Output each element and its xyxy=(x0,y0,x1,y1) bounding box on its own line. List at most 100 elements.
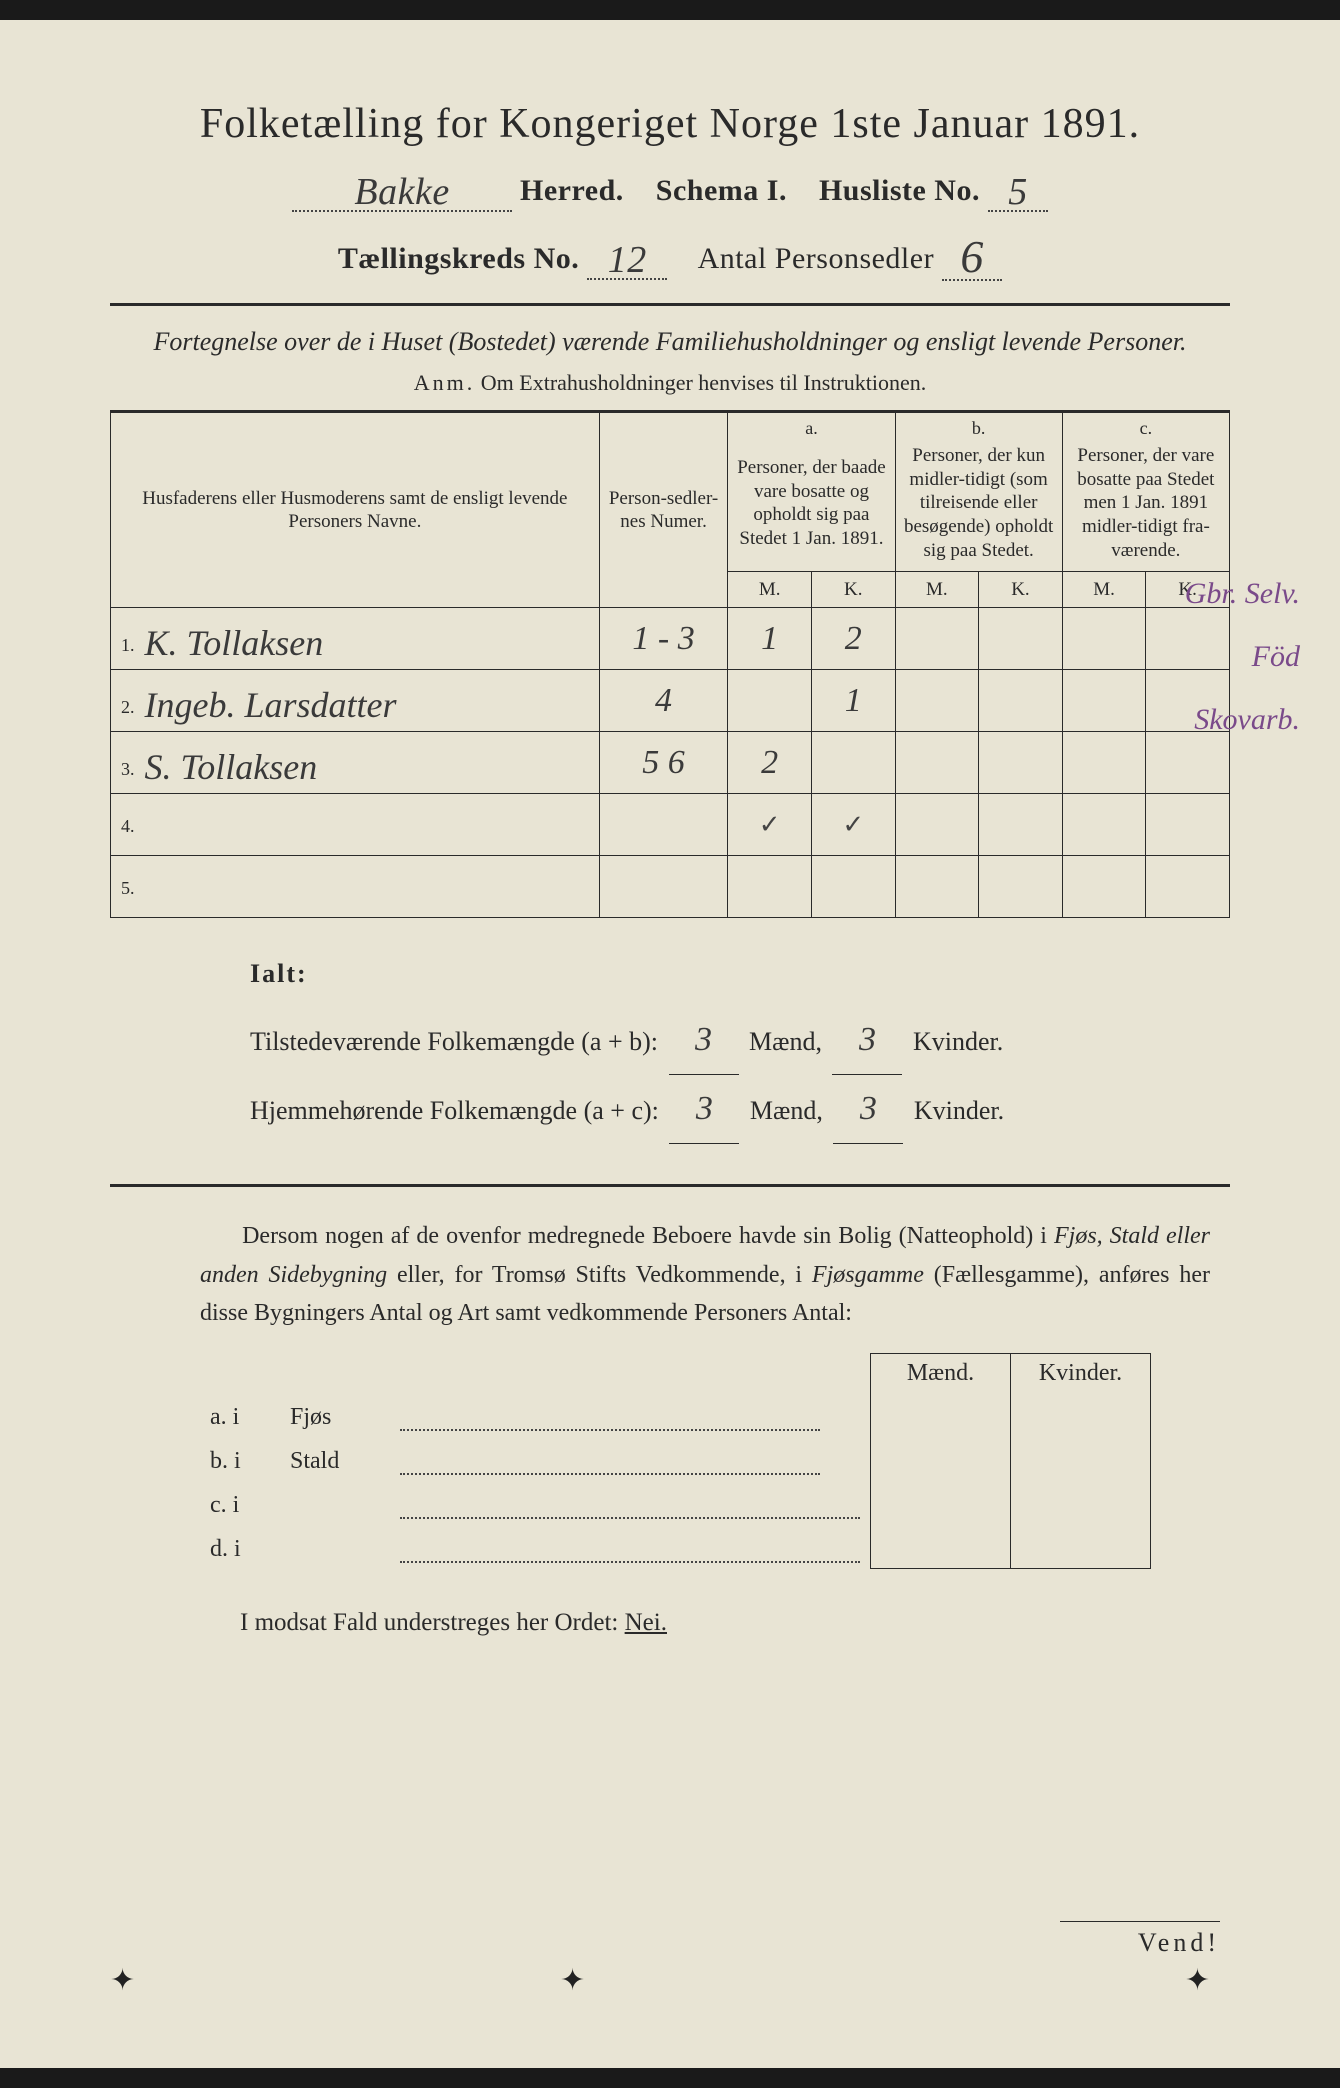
mark-dot: ✦ xyxy=(110,1963,135,1998)
divider xyxy=(110,303,1230,306)
herred-label: Herred. xyxy=(520,174,624,207)
row-bK xyxy=(979,670,1063,732)
building-row: a. i Fjøs xyxy=(200,1393,1151,1437)
row-bM xyxy=(895,794,979,856)
herred-value: Bakke xyxy=(354,170,449,214)
row-cM xyxy=(1062,856,1146,918)
schema-label: Schema I. xyxy=(656,174,787,207)
header-line-1: Bakke Herred. Schema I. Husliste No. 5 xyxy=(110,166,1230,212)
ialt-line-2: Hjemmehørende Folkemængde (a + c): 3 Mæn… xyxy=(250,1075,1230,1144)
ialt-label: Ialt: xyxy=(250,948,1230,1000)
kreds-label: Tællingskreds No. xyxy=(338,242,579,275)
kreds-value: 12 xyxy=(608,238,647,282)
row-name-cell: 3. S. Tollaksen xyxy=(111,732,600,794)
col-b-text: Personer, der kun midler-tidigt (som til… xyxy=(895,442,1062,571)
col-c-text: Personer, der vare bosatte paa Stedet me… xyxy=(1062,442,1229,571)
building-leader xyxy=(390,1393,871,1437)
buildings-kvinder-header: Kvinder. xyxy=(1011,1353,1151,1393)
row-name-cell: 1. K. Tollaksen xyxy=(111,608,600,670)
table-row: 5. xyxy=(111,856,1230,918)
col-a-m: M. xyxy=(728,571,812,608)
row-aK xyxy=(811,732,895,794)
paragraph: Dersom nogen af de ovenfor medregnede Be… xyxy=(200,1217,1210,1332)
table-row: 2. Ingeb. Larsdatter 4 1 xyxy=(111,670,1230,732)
subtitle: Fortegnelse over de i Huset (Bostedet) v… xyxy=(110,324,1230,360)
row-cK xyxy=(1146,732,1230,794)
row-aK xyxy=(811,856,895,918)
building-name: Fjøs xyxy=(280,1393,390,1437)
nei-pre: I modsat Fald understreges her Ordet: xyxy=(240,1609,618,1636)
margin-note: Skovarb. xyxy=(1194,703,1300,737)
col-a-k: K. xyxy=(811,571,895,608)
page-title: Folketælling for Kongeriget Norge 1ste J… xyxy=(110,100,1230,148)
main-table: Husfaderens eller Husmoderens samt de en… xyxy=(110,410,1230,918)
row-bM xyxy=(895,608,979,670)
row-aM: 2 xyxy=(728,732,812,794)
husliste-value: 5 xyxy=(1008,170,1028,214)
row-aM xyxy=(728,670,812,732)
census-form-page: Folketælling for Kongeriget Norge 1ste J… xyxy=(0,20,1340,2068)
building-row: c. i xyxy=(200,1481,1151,1525)
table-row: 4. ✓ ✓ xyxy=(111,794,1230,856)
nei-word: Nei. xyxy=(625,1609,667,1636)
col-b-label: b. xyxy=(895,412,1062,442)
row-num-cell: 1 - 3 xyxy=(599,608,728,670)
ialt-kvinder2: Kvinder. xyxy=(914,1096,1004,1125)
ialt-line2-pre: Hjemmehørende Folkemængde (a + c): xyxy=(250,1096,659,1125)
row-bM xyxy=(895,856,979,918)
divider-2 xyxy=(110,1184,1230,1187)
row-bK xyxy=(979,608,1063,670)
row-bK xyxy=(979,794,1063,856)
margin-note: Gbr. Selv. xyxy=(1185,577,1300,611)
building-row: b. i Stald xyxy=(200,1437,1151,1481)
row-aM xyxy=(728,856,812,918)
row-name-cell: 2. Ingeb. Larsdatter xyxy=(111,670,600,732)
row-bK xyxy=(979,732,1063,794)
anm-prefix: Anm. xyxy=(414,370,476,395)
row-aM: ✓ xyxy=(728,794,812,856)
building-kvinder-cell xyxy=(1011,1481,1151,1525)
row-cM xyxy=(1062,670,1146,732)
ialt-kvinder: Kvinder. xyxy=(913,1027,1003,1056)
ialt-maend: Mænd, xyxy=(749,1027,822,1056)
buildings-maend-header: Mænd. xyxy=(871,1353,1011,1393)
row-cM xyxy=(1062,732,1146,794)
building-leader xyxy=(390,1481,871,1525)
row-aK: 2 xyxy=(811,608,895,670)
husliste-label: Husliste No. xyxy=(819,174,980,207)
building-maend-cell xyxy=(871,1393,1011,1437)
row-bM xyxy=(895,732,979,794)
building-kvinder-cell xyxy=(1011,1525,1151,1569)
antal-label: Antal Personsedler xyxy=(698,242,934,275)
row-cM xyxy=(1062,794,1146,856)
row-bM xyxy=(895,670,979,732)
table-row: 1. K. Tollaksen 1 - 3 1 2 xyxy=(111,608,1230,670)
table-row: 3. S. Tollaksen 5 6 2 xyxy=(111,732,1230,794)
row-aM: 1 xyxy=(728,608,812,670)
row-num-cell xyxy=(599,856,728,918)
col-c-label: c. xyxy=(1062,412,1229,442)
nei-line: I modsat Fald understreges her Ordet: Ne… xyxy=(240,1609,1230,1637)
row-name-cell: 4. xyxy=(111,794,600,856)
ialt-line-1: Tilstedeværende Folkemængde (a + b): 3 M… xyxy=(250,1006,1230,1075)
mark-dot: ✦ xyxy=(1185,1963,1210,1998)
col-b-m: M. xyxy=(895,571,979,608)
row-cK xyxy=(1146,794,1230,856)
row-num-cell: 4 xyxy=(599,670,728,732)
row-name-cell: 5. xyxy=(111,856,600,918)
ialt-v1m: 3 xyxy=(695,1021,712,1058)
building-name xyxy=(280,1481,390,1525)
row-num-cell: 5 6 xyxy=(599,732,728,794)
col-a-text: Personer, der baade vare bosatte og opho… xyxy=(728,442,895,571)
row-cM xyxy=(1062,608,1146,670)
anm-text: Om Extrahusholdninger henvises til Instr… xyxy=(481,370,926,395)
row-bK xyxy=(979,856,1063,918)
margin-note: Föd xyxy=(1252,640,1300,674)
row-aK: 1 xyxy=(811,670,895,732)
building-lbl: c. i xyxy=(200,1481,280,1525)
row-num-cell xyxy=(599,794,728,856)
buildings-table: Mænd. Kvinder. a. i Fjøs b. i Stald c. i… xyxy=(200,1353,1151,1570)
ialt-line1-pre: Tilstedeværende Folkemængde (a + b): xyxy=(250,1027,658,1056)
building-lbl: d. i xyxy=(200,1525,280,1569)
ialt-v1k: 3 xyxy=(859,1021,876,1058)
